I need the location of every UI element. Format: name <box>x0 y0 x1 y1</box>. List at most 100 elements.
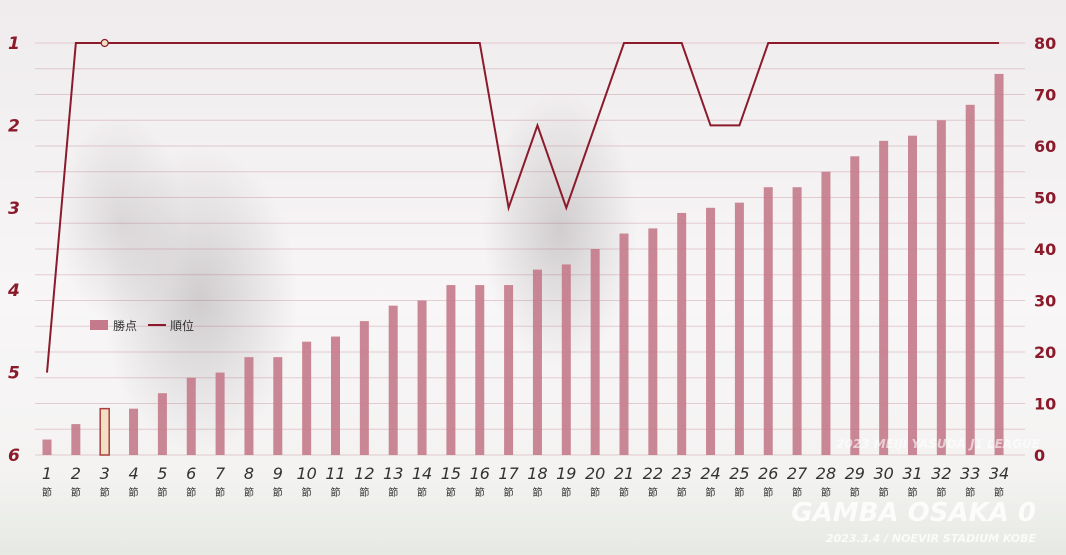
bar-point-26 <box>763 187 773 455</box>
points-axis: 0 10 20 30 40 50 60 70 80 <box>1034 34 1056 465</box>
matchday-tick-label: 22 <box>643 464 663 483</box>
matchday-unit-label: 節 <box>186 486 196 499</box>
matchday-unit-label: 節 <box>71 486 81 499</box>
bar-point-19 <box>561 264 571 455</box>
bar-point-7 <box>215 372 225 455</box>
matchday-tick-label: 4 <box>128 464 138 483</box>
points-tick-label: 80 <box>1034 34 1056 53</box>
rank-point-3 <box>100 38 109 48</box>
points-tick-label: 30 <box>1034 292 1056 311</box>
matchday-unit-label: 節 <box>706 486 716 499</box>
bar-point-2 <box>71 424 81 455</box>
points-tick-label: 0 <box>1034 446 1045 465</box>
rank-axis: 1 2 3 4 5 6 <box>7 34 20 466</box>
bar-point-5 <box>157 393 167 455</box>
matchday-tick-label: 21 <box>614 464 634 483</box>
matchday-tick-label: 3 <box>100 464 110 483</box>
matchday-tick-label: 30 <box>873 464 893 483</box>
matchday-unit-label: 節 <box>331 486 341 499</box>
matchday-unit-label: 節 <box>619 486 629 499</box>
matchday-unit-label: 節 <box>417 486 427 499</box>
matchday-tick-label: 16 <box>470 464 490 483</box>
matchday-unit-label: 節 <box>475 486 485 499</box>
matchday-unit-label: 節 <box>302 486 312 499</box>
matchday-unit-label: 節 <box>244 486 254 499</box>
matchday-axis: 1節2節3節4節5節6節7節8節9節10節11節12節13節14節15節16節1… <box>42 464 1009 499</box>
matchday-unit-label: 節 <box>359 486 369 499</box>
matchday-unit-label: 節 <box>157 486 167 499</box>
matchday-tick-label: 32 <box>931 464 951 483</box>
bar-point-1 <box>42 439 52 455</box>
matchday-unit-label: 節 <box>273 486 283 499</box>
bar-point-13 <box>388 305 398 455</box>
matchday-tick-label: 11 <box>325 464 345 483</box>
legend: 勝点 順位 <box>90 318 194 333</box>
bar-point-30 <box>879 140 889 455</box>
rank-tick-label: 4 <box>7 281 20 301</box>
matchday-tick-label: 14 <box>412 464 432 483</box>
bar-point-12 <box>359 321 369 455</box>
bar-point-11 <box>331 336 340 455</box>
matchday-tick-label: 34 <box>989 464 1009 483</box>
matchday-tick-label: 33 <box>960 464 980 483</box>
bar-point-9 <box>273 357 283 455</box>
points-tick-label: 50 <box>1034 189 1056 208</box>
matchday-unit-label: 節 <box>129 486 139 499</box>
matchday-unit-label: 節 <box>42 486 52 499</box>
bar-point-33 <box>965 104 975 456</box>
bar-point-15 <box>446 285 456 455</box>
watermark-competition: 2023 MEIJI YASUDA J1 LEAGUE <box>836 437 1041 451</box>
matchday-unit-label: 節 <box>388 486 398 499</box>
bar-point-23 <box>677 212 687 455</box>
bar-point-29 <box>850 156 860 456</box>
matchday-tick-label: 24 <box>700 464 720 483</box>
matchday-tick-label: 10 <box>296 464 316 483</box>
bar-point-17 <box>504 285 514 455</box>
rank-line <box>46 38 1000 373</box>
gridlines <box>35 42 1025 456</box>
matchday-tick-label: 12 <box>354 464 374 483</box>
bar-point-6 <box>186 377 196 455</box>
matchday-unit-label: 節 <box>994 486 1004 499</box>
matchday-unit-label: 節 <box>590 486 600 499</box>
matchday-unit-label: 節 <box>446 486 456 499</box>
bar-point-25 <box>734 202 744 455</box>
matchday-unit-label: 節 <box>821 486 831 499</box>
rank-tick-label: 3 <box>8 199 20 219</box>
matchday-unit-label: 節 <box>561 486 571 499</box>
watermark: 2023 MEIJI YASUDA J1 LEAGUE GAMBA OSAKA … <box>791 437 1041 545</box>
matchday-tick-label: 1 <box>42 464 52 483</box>
bar-point-20 <box>590 249 600 455</box>
bar-point-3 <box>99 407 110 456</box>
bar-point-8 <box>244 357 254 455</box>
matchday-tick-label: 17 <box>498 464 519 483</box>
matchday-tick-label: 8 <box>244 464 254 483</box>
rank-tick-label: 1 <box>8 34 20 54</box>
bar-point-4 <box>129 408 139 455</box>
matchday-unit-label: 節 <box>504 486 514 499</box>
matchday-tick-label: 7 <box>215 464 226 483</box>
points-tick-label: 60 <box>1034 137 1056 156</box>
matchday-unit-label: 節 <box>734 486 744 499</box>
bar-point-28 <box>821 171 831 455</box>
points-tick-label: 40 <box>1034 240 1056 259</box>
legend-line-label: 順位 <box>170 318 194 333</box>
rank-tick-label: 6 <box>8 446 20 466</box>
rank-series-line <box>46 42 1000 373</box>
matchday-unit-label: 節 <box>677 486 687 499</box>
points-bars <box>42 73 1004 456</box>
bar-point-34 <box>994 73 1004 456</box>
matchday-tick-label: 25 <box>729 464 749 483</box>
matchday-unit-label: 節 <box>879 486 889 499</box>
matchday-tick-label: 27 <box>787 464 808 483</box>
legend-bar-swatch <box>90 320 108 330</box>
matchday-tick-label: 6 <box>186 464 196 483</box>
matchday-unit-label: 節 <box>215 486 225 499</box>
matchday-tick-label: 15 <box>441 464 461 483</box>
matchday-tick-label: 2 <box>71 464 81 483</box>
matchday-tick-label: 20 <box>585 464 605 483</box>
points-tick-label: 10 <box>1034 395 1056 414</box>
matchday-tick-label: 31 <box>902 464 922 483</box>
bar-point-16 <box>475 285 485 455</box>
